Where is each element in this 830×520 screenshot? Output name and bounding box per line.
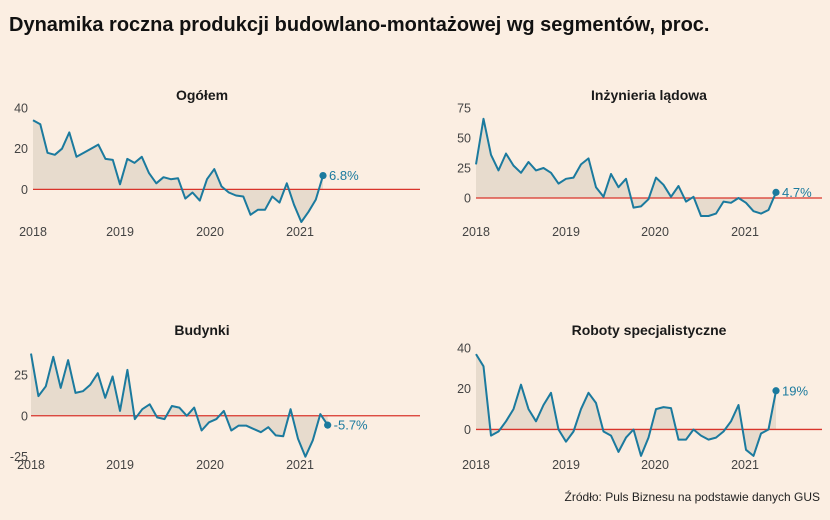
x-tick-2-1: 2019 (106, 458, 134, 472)
source-note: Źródło: Puls Biznesu na podstawie danych… (564, 490, 820, 504)
x-tick-3-3: 2021 (731, 458, 759, 472)
x-tick-2-3: 2021 (286, 458, 314, 472)
x-tick-1-3: 2021 (731, 225, 759, 239)
area-fill-3 (476, 354, 776, 456)
y-tick-1-0: 0 (464, 192, 471, 206)
x-tick-0-0: 2018 (19, 225, 47, 239)
x-tick-3-1: 2019 (552, 458, 580, 472)
end-point-3 (772, 387, 780, 395)
y-tick-2-1: 0 (21, 409, 28, 423)
chart-main-title: Dynamika roczna produkcji budowlano-mont… (9, 14, 710, 36)
y-tick-1-3: 75 (457, 102, 471, 116)
y-tick-0-1: 20 (14, 142, 28, 156)
x-tick-0-3: 2021 (286, 225, 314, 239)
y-tick-0-2: 40 (14, 102, 28, 116)
panel-title-0: Ogółem (176, 87, 228, 103)
end-label-3: 19% (782, 383, 808, 398)
x-tick-1-2: 2020 (641, 225, 669, 239)
area-fill-1 (476, 118, 776, 216)
y-tick-3-1: 20 (457, 382, 471, 396)
panel-title-1: Inżynieria lądowa (591, 87, 707, 103)
x-tick-1-1: 2019 (552, 225, 580, 239)
y-tick-0-0: 0 (21, 183, 28, 197)
y-tick-3-2: 40 (457, 342, 471, 356)
x-tick-0-2: 2020 (196, 225, 224, 239)
y-tick-1-2: 50 (457, 132, 471, 146)
series-line-3 (475, 353, 777, 457)
series-line-0 (32, 119, 324, 223)
end-point-1 (772, 188, 780, 196)
series-line-1 (475, 117, 777, 217)
y-tick-1-1: 25 (457, 162, 471, 176)
end-label-0: 6.8% (329, 168, 359, 183)
x-tick-0-1: 2019 (106, 225, 134, 239)
x-tick-3-0: 2018 (462, 458, 490, 472)
area-fill-0 (33, 120, 323, 222)
panel-title-2: Budynki (174, 322, 229, 338)
end-label-2: -5.7% (334, 418, 368, 433)
end-label-1: 4.7% (782, 185, 812, 200)
x-tick-2-0: 2018 (17, 458, 45, 472)
end-point-2 (324, 421, 332, 429)
y-tick-2-2: 25 (14, 368, 28, 382)
area-fill-2 (31, 353, 328, 457)
x-tick-3-2: 2020 (641, 458, 669, 472)
y-tick-3-0: 0 (464, 423, 471, 437)
y-tick-2-0: -25 (10, 450, 28, 464)
panel-title-3: Roboty specjalistyczne (572, 322, 727, 338)
series-line-2 (30, 353, 329, 458)
x-tick-1-0: 2018 (462, 225, 490, 239)
x-tick-2-2: 2020 (196, 458, 224, 472)
end-point-0 (319, 171, 327, 180)
